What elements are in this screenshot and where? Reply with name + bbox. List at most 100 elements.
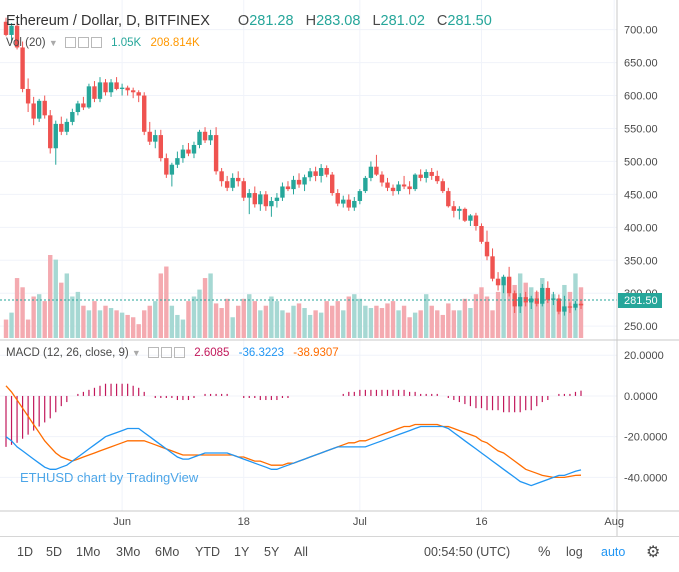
symbol-title[interactable]: Ethereum / Dollar, D, BITFINEX bbox=[6, 13, 210, 29]
macd-line bbox=[5, 425, 582, 487]
volume-bar bbox=[9, 312, 14, 338]
volume-bar bbox=[97, 310, 103, 338]
candle-body bbox=[556, 298, 562, 312]
price-tick-label: 250.00 bbox=[624, 321, 658, 333]
volume-bar bbox=[457, 310, 462, 338]
tradingview-watermark[interactable]: ETHUSD chart by TradingView bbox=[20, 470, 199, 485]
volume-bar bbox=[556, 301, 562, 338]
price-badge-bg bbox=[618, 293, 662, 308]
volume-label[interactable]: Vol (20) bbox=[6, 37, 46, 49]
volume-bar bbox=[147, 305, 152, 338]
eye-icon[interactable] bbox=[148, 347, 160, 358]
signal-value: -38.9307 bbox=[293, 347, 339, 359]
volume-bar bbox=[269, 296, 274, 338]
period-1y[interactable]: 1Y bbox=[234, 545, 250, 559]
volume-bar bbox=[335, 301, 340, 338]
gear-icon[interactable] bbox=[77, 37, 89, 48]
volume-bar bbox=[540, 278, 545, 338]
time-axis-labels: Jun18Jul16Aug20 bbox=[113, 516, 624, 528]
candle-body bbox=[341, 199, 346, 204]
volume-bar bbox=[75, 291, 81, 338]
price-tick-label: 450.00 bbox=[624, 189, 658, 201]
volume-bar bbox=[385, 303, 390, 338]
candle-body bbox=[86, 86, 92, 108]
percent-toggle[interactable]: % bbox=[538, 543, 551, 559]
chevron-down-icon[interactable]: ▼ bbox=[48, 38, 58, 48]
period-5d[interactable]: 5D bbox=[46, 545, 62, 559]
candle-body bbox=[352, 200, 357, 208]
chevron-down-icon[interactable]: ▼ bbox=[131, 348, 141, 358]
time-tick-label: 16 bbox=[475, 516, 487, 528]
candle-body bbox=[501, 276, 506, 286]
volume-bar bbox=[280, 310, 285, 338]
candle-body bbox=[114, 82, 119, 89]
utc-clock[interactable]: 00:54:50 (UTC) bbox=[424, 545, 511, 559]
volume-bar bbox=[429, 305, 434, 338]
candle-body bbox=[20, 47, 25, 89]
close-icon[interactable] bbox=[174, 347, 186, 358]
volume-bar bbox=[412, 312, 418, 338]
candle-body bbox=[529, 298, 534, 303]
candle-body bbox=[313, 171, 318, 176]
candle-body bbox=[368, 166, 374, 178]
period-all[interactable]: All bbox=[294, 545, 308, 559]
volume-bar bbox=[114, 310, 119, 338]
volume-legend: Vol (20) ▼ 1.05K 208.814K bbox=[6, 37, 200, 49]
period-5y[interactable]: 5Y bbox=[264, 545, 280, 559]
candle-body bbox=[59, 123, 64, 132]
eye-icon[interactable] bbox=[64, 37, 76, 48]
candle-body bbox=[42, 100, 47, 116]
candle-body bbox=[479, 226, 484, 242]
volume-bar bbox=[25, 319, 31, 338]
candle-body bbox=[296, 179, 302, 185]
macd-tick-label: 0.0000 bbox=[624, 391, 658, 403]
candle-body bbox=[567, 306, 573, 308]
gear-icon[interactable] bbox=[161, 347, 173, 358]
volume-bar bbox=[396, 310, 401, 338]
volume-bar bbox=[495, 291, 501, 338]
candle-body bbox=[208, 135, 213, 141]
period-1mo[interactable]: 1Mo bbox=[76, 545, 101, 559]
candle-body bbox=[385, 182, 390, 188]
log-toggle[interactable]: log bbox=[566, 545, 583, 559]
volume-bar bbox=[136, 324, 141, 338]
candle-body bbox=[429, 171, 434, 176]
candle-body bbox=[25, 88, 31, 104]
candle-body bbox=[490, 256, 495, 279]
macd-label[interactable]: MACD (12, 26, close, 9) bbox=[6, 347, 129, 359]
volume-bar bbox=[368, 308, 374, 338]
volume-bar bbox=[158, 273, 164, 338]
volume-bar bbox=[213, 303, 219, 338]
period-6mo[interactable]: 6Mo bbox=[155, 545, 180, 559]
candle-body bbox=[412, 174, 418, 190]
gear-icon[interactable]: ⚙ bbox=[646, 544, 661, 561]
candle-body bbox=[506, 276, 512, 294]
volume-bar bbox=[357, 298, 363, 338]
candle-body bbox=[125, 87, 130, 91]
volume-bar bbox=[130, 317, 136, 338]
volume-bar bbox=[241, 298, 246, 338]
price-badge: 281.50 bbox=[624, 295, 658, 307]
candle-body bbox=[307, 171, 313, 178]
period-1d[interactable]: 1D bbox=[17, 545, 33, 559]
volume-bar bbox=[175, 314, 180, 338]
candle-body bbox=[31, 103, 36, 119]
volume-bar bbox=[484, 296, 490, 338]
volume-bar bbox=[551, 294, 556, 338]
close-icon[interactable] bbox=[90, 37, 102, 48]
price-axis-labels: 700.00 650.00 600.00 550.00 500.00 450.00 400.… bbox=[624, 25, 658, 333]
candle-body bbox=[324, 168, 329, 175]
auto-toggle[interactable]: auto bbox=[601, 545, 626, 559]
candle-body bbox=[330, 174, 335, 194]
candle-body bbox=[213, 135, 219, 172]
price-tick-label: 400.00 bbox=[624, 222, 658, 234]
candle-body bbox=[70, 112, 75, 122]
candle-body bbox=[512, 293, 517, 307]
price-tick-label: 500.00 bbox=[624, 156, 658, 168]
period-ytd[interactable]: YTD bbox=[195, 545, 220, 559]
period-3mo[interactable]: 3Mo bbox=[116, 545, 141, 559]
candle-body bbox=[130, 90, 136, 93]
candle-body bbox=[75, 103, 81, 113]
candle-body bbox=[451, 206, 457, 211]
